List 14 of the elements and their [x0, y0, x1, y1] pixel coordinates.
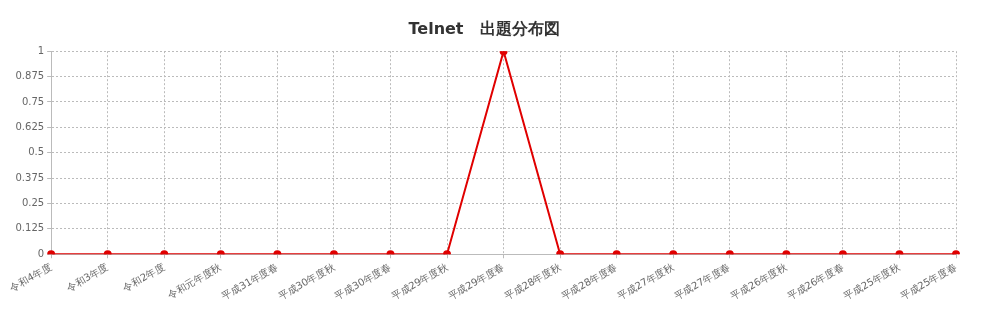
x-tick-label: 平成25年度春 — [898, 260, 959, 302]
x-tick-label: 令和4年度 — [7, 260, 54, 294]
y-tick-label: 0.125 — [15, 222, 45, 234]
y-tick-label: 0.5 — [28, 146, 45, 158]
x-tick-label: 令和3年度 — [64, 260, 110, 294]
y-tick-label: 0.625 — [15, 120, 45, 132]
y-tick-label: 0.75 — [21, 95, 45, 107]
chart-title: Telnet 出題分布図 — [408, 18, 560, 38]
y-tick-label: 1 — [37, 44, 45, 56]
y-tick-label: 0.25 — [21, 197, 45, 209]
x-tick-label: 令和2年度 — [120, 260, 167, 294]
y-tick-label: 0.875 — [15, 70, 45, 82]
y-tick-label: 0.375 — [15, 171, 45, 183]
y-tick-label: 0 — [37, 247, 45, 259]
